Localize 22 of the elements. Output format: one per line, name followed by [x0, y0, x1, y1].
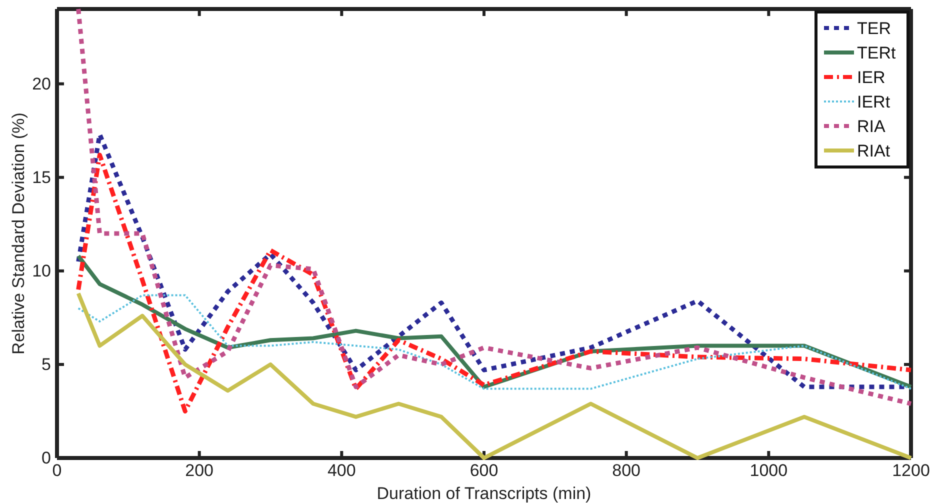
x-tick-label: 200 — [185, 461, 214, 480]
legend-label: TER — [857, 19, 891, 38]
x-tick-label: 400 — [327, 461, 356, 480]
line-series — [77, 294, 912, 390]
line-series — [76, 291, 913, 460]
y-tick-label: 15 — [32, 168, 51, 187]
legend-label: RIA — [857, 117, 886, 136]
x-axis-title: Duration of Transcripts (min) — [376, 484, 592, 503]
y-tick-label: 20 — [32, 74, 51, 94]
y-tick-label: 0 — [42, 448, 51, 468]
x-tick-label: 600 — [470, 461, 498, 480]
legend-label: IER — [857, 68, 886, 87]
x-tick-label: 1000 — [750, 461, 788, 480]
y-tick-label: 10 — [32, 261, 51, 280]
y-axis-title: Relative Standard Deviation (%) — [9, 112, 28, 354]
legend-label: TERt — [857, 44, 896, 62]
x-tick-label: 800 — [612, 461, 641, 480]
x-tick-label: 1200 — [892, 461, 930, 480]
y-tick-label: 5 — [42, 354, 51, 374]
line-series — [76, 6, 914, 406]
legend-label: IERt — [857, 92, 890, 112]
legend-label: RIAt — [857, 142, 890, 160]
